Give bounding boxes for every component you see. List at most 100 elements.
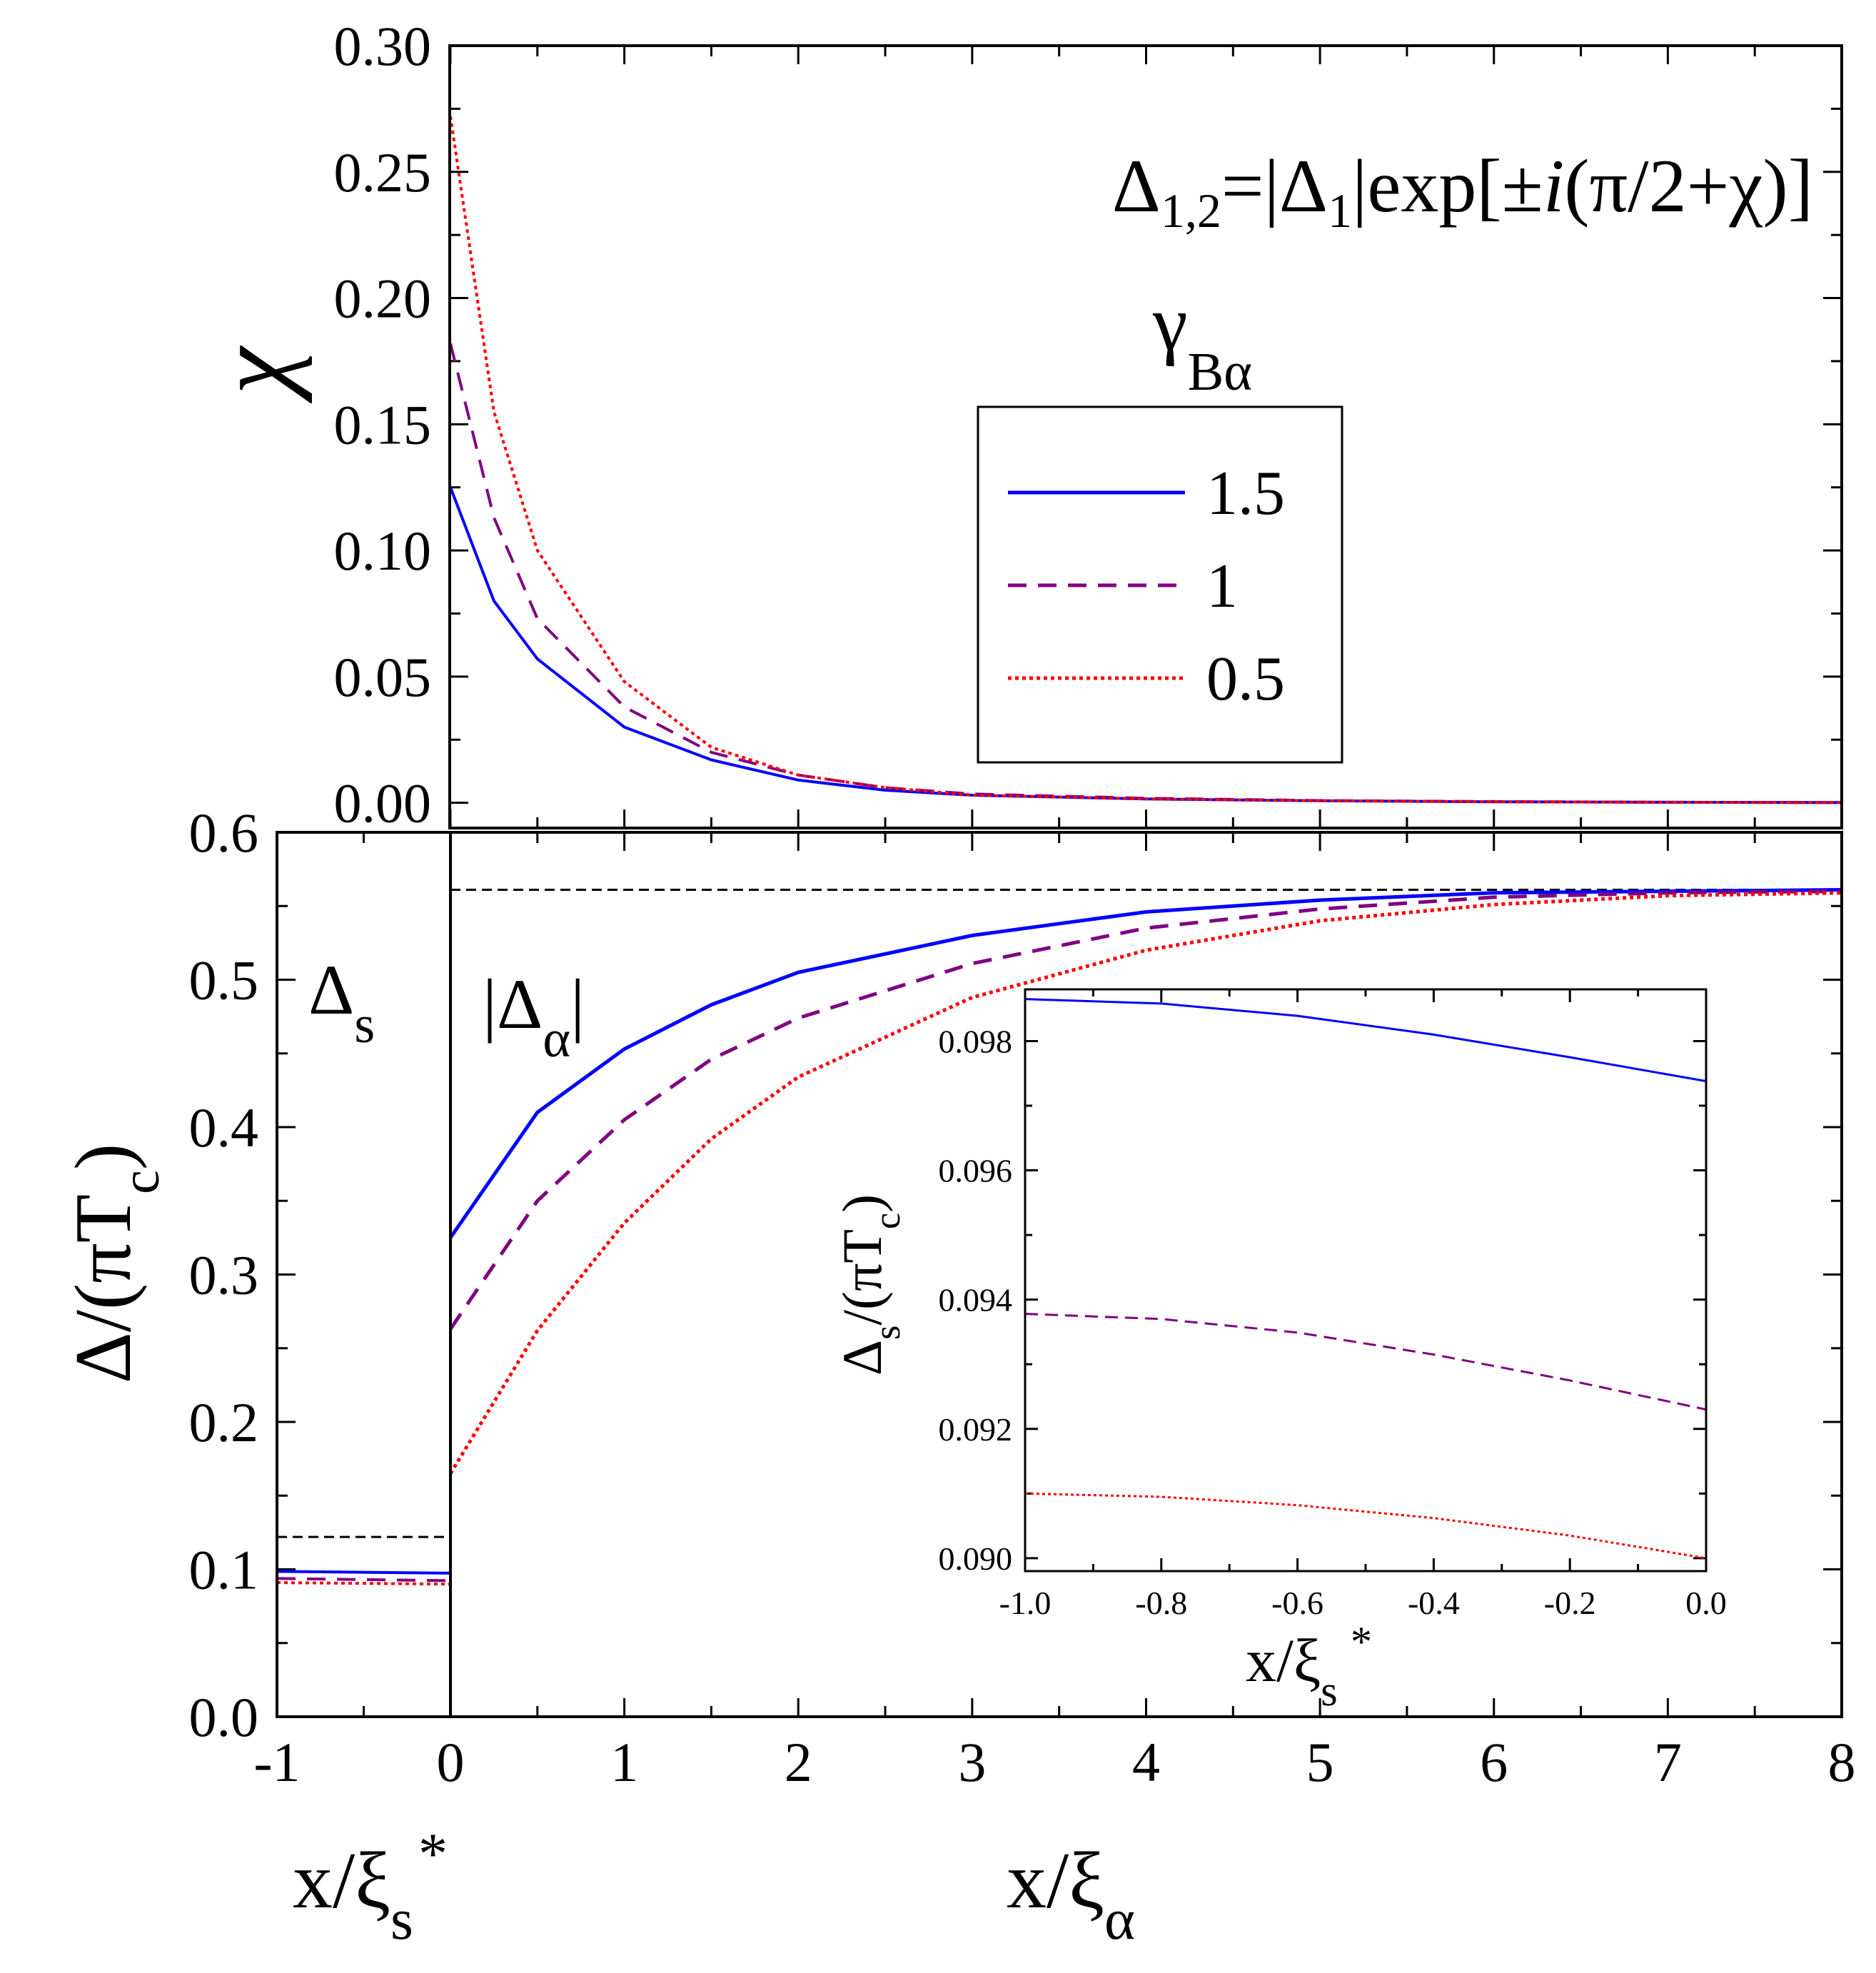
- delta-ytick-label-0: 0.6: [189, 802, 259, 864]
- inset-x-axis-label: x/ξs: [1246, 1626, 1338, 1715]
- inset-xlabel-sub: s: [1321, 1667, 1337, 1715]
- formula-middle-a: =|Δ: [1221, 144, 1328, 228]
- formula-sub-1: 1: [1328, 183, 1352, 238]
- inset-xtick-label-1: -0.8: [1135, 1585, 1187, 1621]
- xlabel-right-main: x/ξ: [1007, 1837, 1104, 1925]
- inset-background: [1025, 989, 1706, 1571]
- formula-sub-12: 1,2: [1161, 183, 1221, 238]
- chi-ytick-label-4: 0.10: [334, 520, 432, 582]
- inset-tick-labels: 0.098 0.096 0.094 0.092 0.090 -1.0 -0.8 -0.6 -0.…: [939, 1023, 1727, 1621]
- region-delta-s-main: Δ: [308, 950, 354, 1029]
- inset-ytick-label-4: 0.090: [939, 1540, 1013, 1577]
- legend-title-sub: Bα: [1188, 342, 1253, 402]
- delta-s-series-line-1.5: [276, 1570, 451, 1575]
- inset-xtick-label-4: -0.2: [1544, 1585, 1596, 1621]
- delta-series-group: [276, 888, 1842, 1586]
- inset-ytick-label-3: 0.092: [939, 1411, 1013, 1448]
- chi-formula-annotation: Δ1,2=|Δ1|exp[±i(π/2+χ)]: [1112, 144, 1813, 238]
- xlabel-left-main: x/ξ: [293, 1837, 390, 1925]
- chi-series-line-0.5: [449, 116, 1842, 804]
- delta-alpha-series-line-1.5: [448, 888, 1842, 1239]
- inset-xlabel-star: *: [1351, 1618, 1372, 1665]
- inset-ytick-label-2: 0.094: [939, 1282, 1013, 1318]
- legend-entry-0.5: 0.5: [1206, 645, 1285, 714]
- chi-plot-frame: [448, 44, 1843, 829]
- inset-ytick-label-0: 0.098: [939, 1023, 1013, 1059]
- delta-ytick-label-4: 0.2: [189, 1391, 259, 1453]
- delta-ytick-label-6: 0.0: [189, 1686, 259, 1748]
- delta-x-axis-label-right: x/ξα: [1007, 1837, 1135, 1952]
- region-abs-delta-post: |: [570, 964, 585, 1044]
- region-delta-s-sub: s: [354, 996, 375, 1054]
- inset-ylabel-main: Δ: [831, 1340, 893, 1376]
- xlabel-right-sub: α: [1104, 1887, 1135, 1952]
- inset-series-line-1.5: [1024, 998, 1707, 1083]
- chi-series-line-1: [449, 343, 1842, 804]
- chi-ytick-label-3: 0.15: [334, 393, 432, 455]
- chi-ytick-label-1: 0.25: [334, 141, 432, 203]
- formula-suffix: (π/2+χ)]: [1564, 144, 1813, 228]
- inset-plot-frame: [1024, 988, 1708, 1573]
- delta-tick-labels: 0.60.50.40.30.20.10.0-1 0 1 2 3 4 5 6 7 8: [189, 802, 1856, 1793]
- chi-ytick-label-0: 0.30: [334, 15, 432, 77]
- delta-xtick-label-5: 4: [1132, 1731, 1160, 1793]
- legend-entry-1: 1: [1206, 552, 1238, 621]
- formula-middle-b: |exp[±: [1352, 144, 1543, 228]
- delta-ytick-label-2: 0.4: [189, 1096, 259, 1159]
- legend-title-gamma: γ: [1152, 280, 1188, 367]
- inset-xtick-label-5: 0.0: [1685, 1585, 1727, 1621]
- inset-series-group: [1024, 998, 1707, 1560]
- delta-xtick-label-3: 2: [785, 1731, 812, 1793]
- delta-xtick-label-8: 7: [1654, 1731, 1682, 1793]
- inset-panel: 0.098 0.096 0.094 0.092 0.090 -1.0 -0.8 -0.6 -0.…: [831, 988, 1727, 1715]
- delta-ytick-label-3: 0.3: [189, 1244, 259, 1306]
- delta-ytick-label-5: 0.1: [189, 1539, 259, 1601]
- formula-delta: Δ: [1112, 144, 1161, 228]
- inset-ylabel-sub: s: [867, 1326, 908, 1340]
- inset-ylabel-sub2: c: [867, 1213, 908, 1229]
- delta-xtick-label-2: 1: [610, 1731, 638, 1793]
- inset-ylabel-mid: /(πT: [831, 1229, 893, 1326]
- chi-series-group: [449, 116, 1842, 804]
- delta-ylabel-sub: c: [111, 1170, 171, 1194]
- inset-xtick-label-2: -0.6: [1271, 1585, 1323, 1621]
- delta-ylabel-main: Δ/(πT: [59, 1194, 148, 1383]
- delta-xtick-label-4: 3: [958, 1731, 986, 1793]
- chi-panel: 0.300.250.200.150.100.050.00 χ Δ1,2=|Δ1|…: [194, 15, 1843, 834]
- formula-italic-i: i: [1543, 144, 1564, 228]
- delta-ytick-label-1: 0.5: [189, 949, 259, 1011]
- delta-s-series-line-0.5: [276, 1581, 451, 1586]
- chi-ytick-label-2: 0.20: [334, 268, 432, 330]
- delta-xtick-label-9: 8: [1828, 1731, 1856, 1793]
- region-label-delta-s: Δs: [308, 950, 375, 1054]
- inset-ylabel-end: ): [831, 1194, 893, 1213]
- chi-ticks: [449, 44, 1843, 828]
- chi-legend: γBα 1.5 1 0.5: [977, 280, 1343, 764]
- legend-entry-1.5: 1.5: [1206, 459, 1285, 528]
- delta-xtick-label-6: 5: [1306, 1731, 1334, 1793]
- xlabel-left-star: *: [418, 1821, 448, 1886]
- delta-xtick-label-1: 0: [437, 1731, 465, 1793]
- region-label-abs-delta-alpha: |Δα|: [483, 964, 585, 1069]
- chi-y-axis-label: χ: [194, 345, 313, 404]
- region-abs-delta-pre: |Δ: [483, 964, 543, 1044]
- xlabel-left-sub: s: [390, 1887, 413, 1952]
- delta-x-axis-label-left: x/ξs: [293, 1837, 413, 1952]
- chi-ytick-label-5: 0.05: [334, 646, 432, 708]
- delta-reference-lines: [277, 889, 1842, 1538]
- inset-y-axis-label: Δs/(πTc): [831, 1194, 908, 1376]
- delta-xtick-label-7: 6: [1480, 1731, 1508, 1793]
- inset-xlabel-main: x/ξ: [1246, 1626, 1321, 1695]
- delta-xtick-label-0: -1: [254, 1731, 301, 1793]
- inset-series-line-1: [1024, 1313, 1707, 1411]
- inset-ytick-label-1: 0.096: [939, 1153, 1013, 1189]
- legend-title: γBα: [1152, 280, 1252, 402]
- delta-s-series-line-1: [276, 1577, 451, 1583]
- delta-panel: 0.60.50.40.30.20.10.0-1 0 1 2 3 4 5 6 7 8 Δs |Δα|…: [59, 802, 1856, 1952]
- delta-ylabel-end: ): [59, 1144, 148, 1170]
- region-abs-delta-sub: α: [543, 1010, 570, 1069]
- delta-plot-frame: [276, 831, 1843, 1718]
- delta-alpha-series-line-1: [448, 889, 1842, 1331]
- inset-xtick-label-3: -0.4: [1408, 1585, 1460, 1621]
